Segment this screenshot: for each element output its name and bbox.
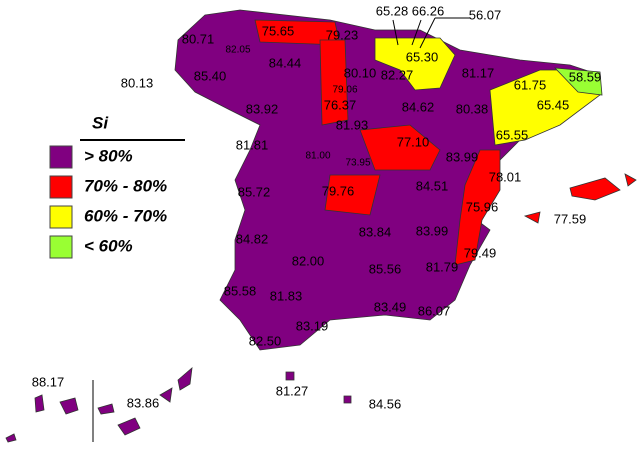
region-value: 81.17 [462,65,495,80]
region-value: 81.81 [236,137,269,152]
region-value: 82.00 [292,253,325,268]
region-value: 83.84 [359,224,392,239]
leader-lines [80,17,470,442]
region-value: 79.76 [322,183,355,198]
region-shape [177,367,193,391]
region-value: 61.75 [514,77,547,92]
region-value: 85.40 [194,68,227,83]
legend-label: 60% - 70% [84,206,167,225]
region-value: 83.86 [127,395,160,410]
region-value: 81.79 [426,259,459,274]
region-value: 77.10 [397,134,430,149]
region-shape [59,397,79,415]
region-value: 58.59 [569,69,602,84]
region-value: 86.07 [418,303,451,318]
region-shape [359,124,441,171]
region-shape [324,174,381,216]
region-shape [553,67,603,96]
legend-label: > 80% [84,146,133,165]
region-value: 85.58 [224,283,257,298]
region-value: 78.01 [489,169,522,184]
region-value: 79.23 [326,27,359,42]
region-value: 77.59 [554,211,587,226]
legend-swatch [49,205,73,229]
legend-label: 70% - 80% [84,176,167,195]
legend-title: Si [92,113,109,132]
leader-line [411,19,422,46]
region-value: 82.05 [225,45,250,56]
region-value: 82.27 [381,67,414,82]
legend-label: < 60% [84,236,133,255]
region-value: 56.07 [469,7,502,22]
region-value: 80.13 [121,75,154,90]
region-value: 83.49 [374,299,407,314]
region-value: 85.56 [369,261,402,276]
region-shape [374,37,456,91]
region-value: 76.37 [324,97,357,112]
region-shape [569,177,621,201]
region-value: 80.38 [456,101,489,116]
region-value: 81.93 [336,117,369,132]
leader-line [392,19,399,46]
region-shape [97,403,115,415]
legend-swatch [49,175,73,199]
region-shape [34,394,45,413]
region-value: 80.10 [344,65,377,80]
region-shape [159,387,173,403]
region-value: 83.92 [246,101,279,116]
region-value: 79.49 [464,245,497,260]
region-shape [5,433,17,443]
region-value: 81.83 [270,288,303,303]
region-value: 65.30 [406,49,439,64]
region-value: 84.62 [402,99,435,114]
region-value: 84.44 [269,55,302,70]
map-shapes [5,9,637,443]
region-value: 83.99 [446,149,479,164]
region-shape [454,149,501,266]
region-value: 83.19 [296,318,329,333]
region-shape [489,69,601,146]
region-shape [624,173,637,187]
region-shape [523,211,541,224]
region-value: 81.27 [276,383,309,398]
region-value: 83.99 [416,223,449,238]
region-value: 84.56 [369,396,402,411]
region-value: 75.65 [262,23,295,38]
region-value: 88.17 [32,374,65,389]
leader-line [419,17,436,49]
region-value: 84.82 [236,231,269,246]
region-value: 65.55 [496,127,529,142]
region-value: 85.72 [238,184,271,199]
region-value: 75.96 [466,199,499,214]
region-shape [319,39,349,126]
region-value: 84.51 [416,178,449,193]
region-shape [117,417,141,436]
region-value: 80.71 [182,31,215,46]
region-shape [343,395,352,404]
region-value: 82.50 [249,333,282,348]
region-value: 65.45 [537,97,570,112]
region-value: 66.26 [412,3,445,18]
region-value: 73.95 [345,158,370,169]
region-value: 65.28 [376,3,409,18]
legend-swatch [49,145,73,169]
legend-swatch [49,235,73,259]
region-value: 79.06 [332,85,357,96]
region-shape [285,371,295,381]
region-value: 81.00 [305,151,330,162]
